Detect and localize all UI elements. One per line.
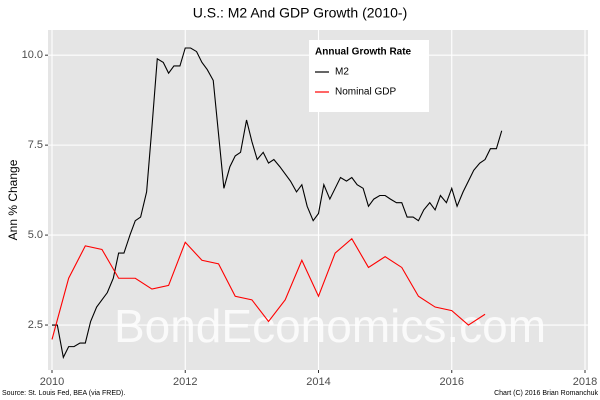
- x-tick-label: 2010: [40, 376, 64, 388]
- legend-label: M2: [335, 67, 349, 78]
- series-line: [52, 47, 503, 360]
- y-tick-label: 5.0: [28, 229, 43, 241]
- x-tick-label: 2018: [573, 376, 597, 388]
- chart-title: U.S.: M2 And GDP Growth (2010-): [193, 5, 408, 21]
- y-axis-label: Ann % Change: [6, 159, 20, 240]
- y-tick-label: 7.5: [28, 139, 43, 151]
- y-tick-label: 2.5: [28, 319, 43, 331]
- series-line: [51, 237, 486, 340]
- x-tick-label: 2012: [173, 376, 197, 388]
- source-note: Source: St. Louis Fed, BEA (via FRED).: [2, 390, 125, 397]
- x-tick-label: 2014: [306, 376, 330, 388]
- y-tick-label: 10.0: [22, 49, 43, 61]
- legend-box: [309, 40, 429, 112]
- credit-note: Chart (C) 2016 Brian Romanchuk: [494, 390, 598, 397]
- x-tick-label: 2016: [440, 376, 464, 388]
- legend-title: Annual Growth Rate: [315, 47, 412, 58]
- legend-label: Nominal GDP: [335, 87, 396, 98]
- watermark: BondEconomics.com: [114, 300, 546, 352]
